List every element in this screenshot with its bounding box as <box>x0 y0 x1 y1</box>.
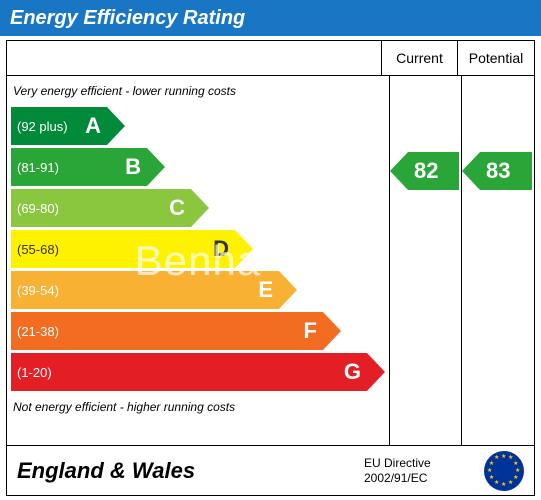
directive-line1: EU Directive <box>364 456 474 470</box>
chart-table: Current Potential Very energy efficient … <box>6 40 535 496</box>
rating-pointer: 83 <box>462 152 532 190</box>
footer-row: England & Wales EU Directive 2002/91/EC … <box>7 445 534 495</box>
band-g: (1-20) G <box>11 353 385 391</box>
current-column: 82 <box>390 76 462 445</box>
chevron-right-icon <box>279 271 297 309</box>
epc-chart: Energy Efficiency Rating Current Potenti… <box>0 0 541 500</box>
band-range: (69-80) <box>17 201 59 216</box>
band-range: (55-68) <box>17 242 59 257</box>
chevron-right-icon <box>323 312 341 350</box>
top-note: Very energy efficient - lower running co… <box>7 82 389 100</box>
band-body: (55-68) D <box>11 230 235 268</box>
band-range: (39-54) <box>17 283 59 298</box>
band-body: (92 plus) A <box>11 107 107 145</box>
eu-flag-icon: ★★★★★★★★★★★★ <box>484 451 524 491</box>
rating-value: 83 <box>480 152 532 190</box>
eu-flag: ★★★★★★★★★★★★ <box>474 451 534 491</box>
chevron-right-icon <box>107 107 125 145</box>
star-icon: ★ <box>513 460 518 467</box>
potential-column: 83 <box>462 76 534 445</box>
directive-line2: 2002/91/EC <box>364 471 474 485</box>
bars-cell: Very energy efficient - lower running co… <box>7 76 390 445</box>
star-icon: ★ <box>489 474 494 481</box>
band-body: (81-91) B <box>11 148 147 186</box>
footer-directive: EU Directive 2002/91/EC <box>364 456 474 485</box>
header-potential: Potential <box>458 41 534 75</box>
chevron-right-icon <box>147 148 165 186</box>
band-body: (21-38) F <box>11 312 323 350</box>
band-body: (69-80) C <box>11 189 191 227</box>
bars-area: (92 plus) A (81-91) B (69-80) C (55-68) D (39-54… <box>7 100 389 398</box>
band-range: (92 plus) <box>17 119 68 134</box>
band-a: (92 plus) A <box>11 107 385 145</box>
body-row: Very energy efficient - lower running co… <box>7 75 534 445</box>
rating-value: 82 <box>408 152 459 190</box>
title-bar: Energy Efficiency Rating <box>0 0 541 36</box>
band-letter: B <box>125 154 141 180</box>
header-spacer <box>7 41 382 75</box>
band-letter: D <box>213 236 229 262</box>
band-c: (69-80) C <box>11 189 385 227</box>
chevron-left-icon <box>390 152 408 190</box>
star-icon: ★ <box>494 479 499 486</box>
star-icon: ★ <box>513 474 518 481</box>
band-letter: A <box>85 113 101 139</box>
band-body: (1-20) G <box>11 353 367 391</box>
header-current: Current <box>382 41 458 75</box>
bottom-note: Not energy efficient - higher running co… <box>7 398 389 416</box>
header-row: Current Potential <box>7 41 534 75</box>
band-body: (39-54) E <box>11 271 279 309</box>
star-icon: ★ <box>508 479 513 486</box>
band-letter: E <box>258 277 273 303</box>
band-b: (81-91) B <box>11 148 385 186</box>
band-letter: F <box>304 318 317 344</box>
title-text: Energy Efficiency Rating <box>10 7 245 30</box>
band-range: (21-38) <box>17 324 59 339</box>
band-f: (21-38) F <box>11 312 385 350</box>
band-letter: G <box>344 359 361 385</box>
chevron-left-icon <box>462 152 480 190</box>
band-letter: C <box>169 195 185 221</box>
star-icon: ★ <box>501 453 506 460</box>
chevron-right-icon <box>191 189 209 227</box>
star-icon: ★ <box>494 454 499 461</box>
chevron-right-icon <box>235 230 253 268</box>
footer-region: England & Wales <box>7 458 364 484</box>
rating-pointer: 82 <box>390 152 459 190</box>
band-range: (81-91) <box>17 160 59 175</box>
band-range: (1-20) <box>17 365 52 380</box>
star-icon: ★ <box>515 467 520 474</box>
band-d: (55-68) D <box>11 230 385 268</box>
band-e: (39-54) E <box>11 271 385 309</box>
star-icon: ★ <box>487 467 492 474</box>
chevron-right-icon <box>367 353 385 391</box>
star-icon: ★ <box>501 481 506 488</box>
